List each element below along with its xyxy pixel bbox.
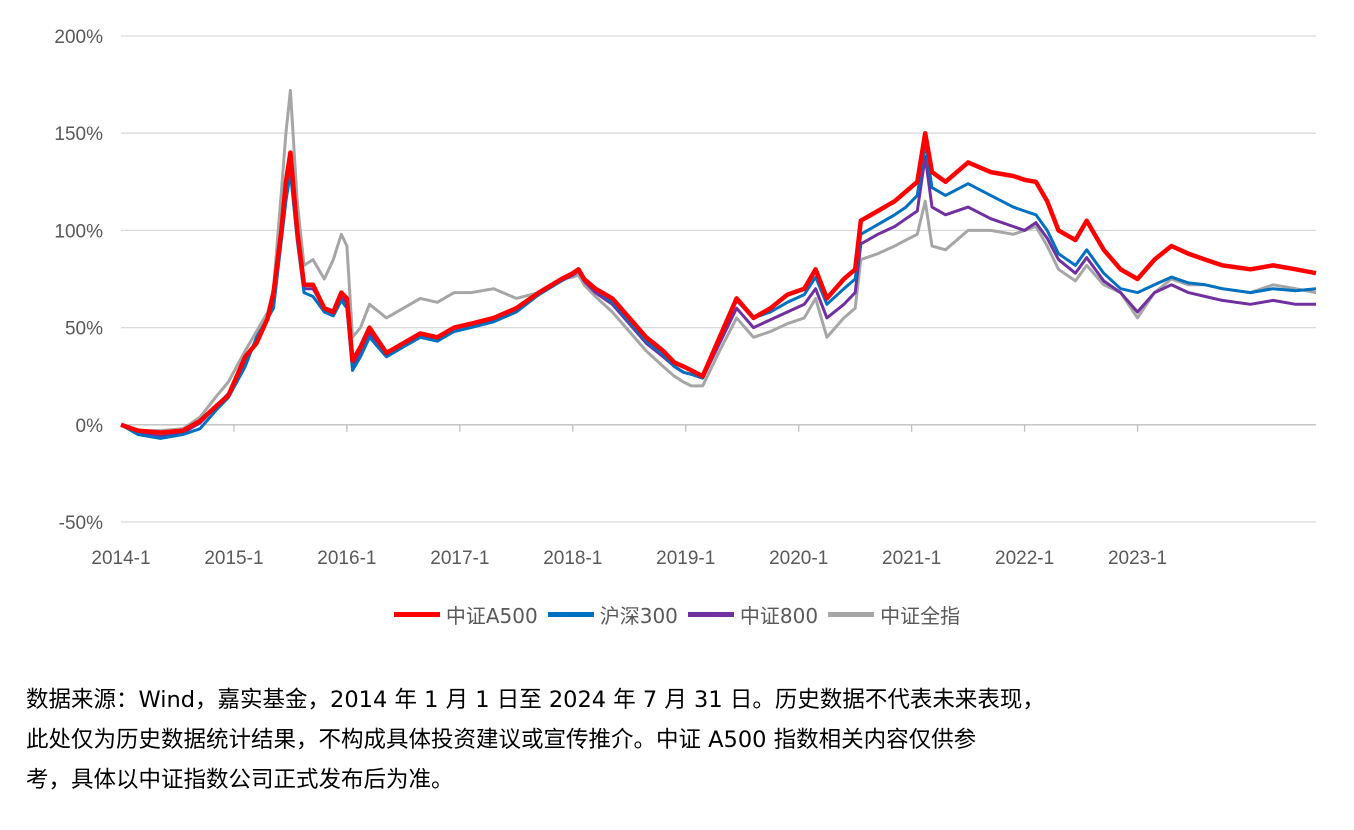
legend-item-all: 中证全指 xyxy=(828,600,960,629)
legend-label-all: 中证全指 xyxy=(880,603,961,628)
legend-item-a500: 中证A500 xyxy=(393,600,538,629)
legend-label-a500: 中证A500 xyxy=(445,603,538,628)
x-tick-label: 2019-1 xyxy=(656,548,715,569)
y-tick-label: 200% xyxy=(54,27,103,48)
y-tick-label: -50% xyxy=(59,513,103,534)
footnote-line: 数据来源：Wind，嘉实基金，2014 年 1 月 1 日至 2024 年 7 … xyxy=(26,687,1045,713)
x-axis: 2014-1 2015-1 2016-1 2017-1 2018-1 2019-1 2020… xyxy=(91,424,1167,569)
legend-swatch-all xyxy=(828,611,875,617)
footnote: 数据来源：Wind，嘉实基金，2014 年 1 月 1 日至 2024 年 7 … xyxy=(26,680,1336,800)
footnote-line: 考，具体以中证指数公司正式发布后为准。 xyxy=(26,767,454,793)
series-line-2 xyxy=(120,155,1316,438)
y-tick-label: 50% xyxy=(65,319,103,340)
legend-item-zz800: 中证800 xyxy=(687,600,819,629)
x-tick-label: 2017-1 xyxy=(430,548,489,569)
series-line-1 xyxy=(120,141,1317,440)
y-tick-label: 100% xyxy=(54,221,103,242)
x-tick-label: 2015-1 xyxy=(204,548,263,569)
legend-swatch-zz800 xyxy=(687,611,734,617)
series-lines xyxy=(120,88,1317,440)
legend-swatch-a500 xyxy=(393,611,440,617)
y-axis-ticks: -50% 0% 50% 100% 150% 200% xyxy=(54,27,103,534)
x-tick-label: 2022-1 xyxy=(995,548,1054,569)
legend-item-hs300: 沪深300 xyxy=(547,600,678,629)
x-tick-label: 2020-1 xyxy=(769,548,828,569)
x-tick-label: 2023-1 xyxy=(1108,548,1167,569)
y-tick-label: 0% xyxy=(76,416,104,437)
x-tick-label: 2021-1 xyxy=(882,548,941,569)
legend-label-zz800: 中证800 xyxy=(739,603,819,628)
footnote-line: 此处仅为历史数据统计结果，不构成具体投资建议或宣传推介。中证 A500 指数相关… xyxy=(26,727,977,753)
series-line-0 xyxy=(120,130,1317,435)
gridlines xyxy=(121,35,1316,523)
x-tick-label: 2014-1 xyxy=(91,548,150,569)
legend-label-hs300: 沪深300 xyxy=(599,603,678,628)
chart-legend: 中证A500 沪深300 中证800 中证全指 xyxy=(0,594,1354,634)
x-tick-label: 2016-1 xyxy=(317,548,376,569)
x-tick-label: 2018-1 xyxy=(543,548,602,569)
line-chart: -50% 0% 50% 100% 150% 200% 2014-1 2015-1 2016-1… xyxy=(54,27,1317,569)
y-tick-label: 150% xyxy=(54,124,103,145)
legend-swatch-hs300 xyxy=(547,611,594,617)
series-line-3 xyxy=(120,88,1317,433)
